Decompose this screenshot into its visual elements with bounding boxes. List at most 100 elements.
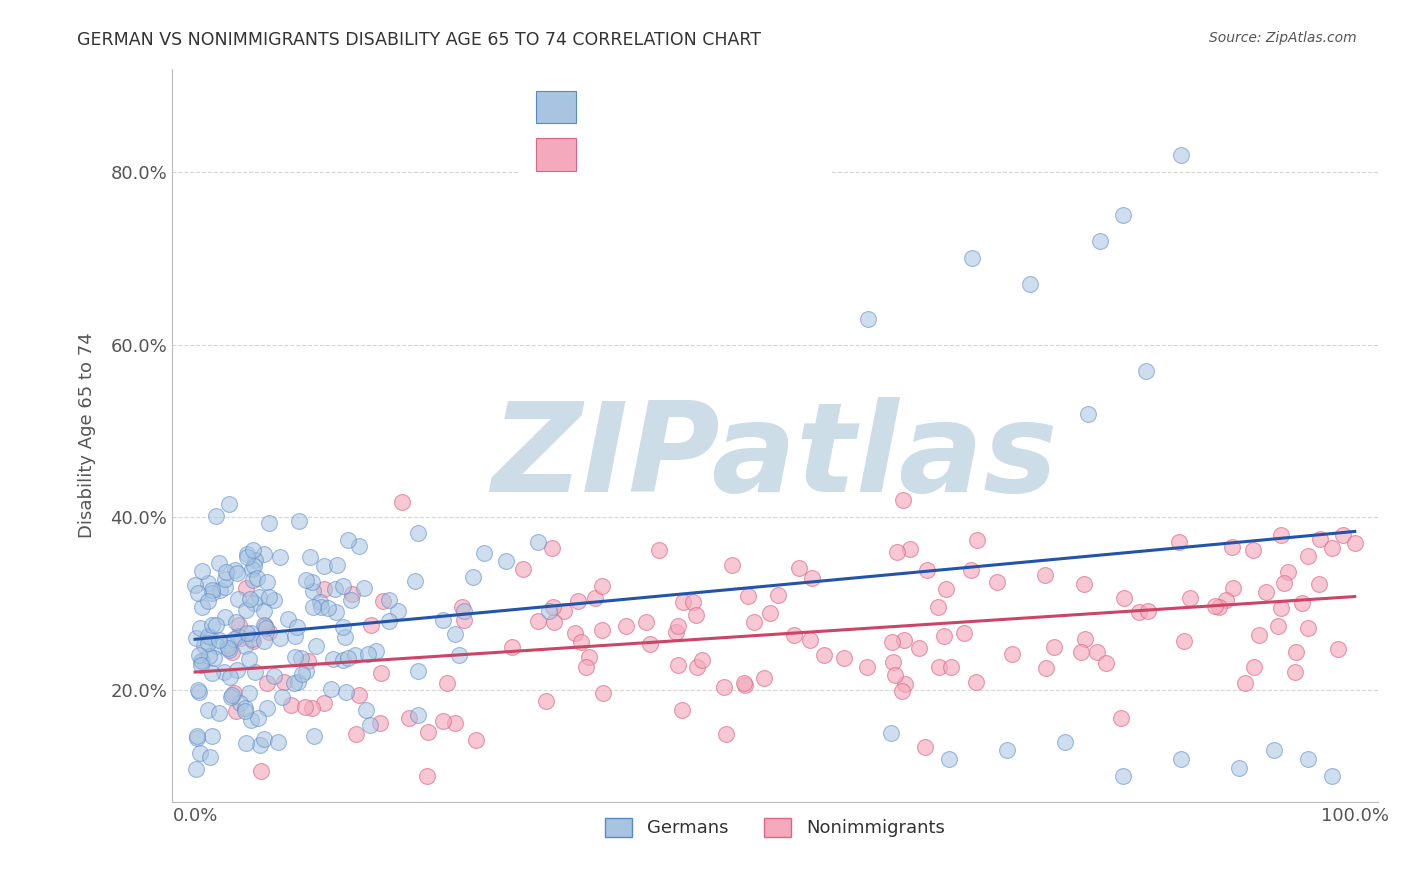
Point	[1309, 532, 1331, 546]
Point	[239, 714, 262, 728]
Point	[682, 595, 704, 609]
Point	[197, 636, 219, 650]
Point	[359, 718, 381, 732]
Point	[1053, 735, 1076, 749]
Point	[197, 629, 219, 643]
Point	[354, 703, 377, 717]
Point	[312, 558, 335, 573]
Point	[226, 663, 249, 677]
Point	[690, 652, 713, 666]
Point	[217, 640, 239, 655]
Point	[197, 703, 219, 717]
Point	[257, 516, 280, 531]
Point	[1308, 576, 1330, 591]
Point	[280, 698, 302, 713]
Point	[271, 690, 294, 705]
Point	[935, 582, 957, 596]
Point	[190, 653, 212, 667]
Point	[188, 747, 211, 761]
Point	[1320, 541, 1343, 555]
Point	[253, 618, 276, 632]
Point	[240, 626, 263, 640]
Point	[364, 644, 387, 658]
Point	[184, 762, 207, 776]
Point	[298, 549, 321, 564]
Point	[214, 610, 236, 624]
Text: 0.336: 0.336	[634, 145, 688, 163]
Point	[789, 561, 811, 575]
Point	[583, 591, 606, 605]
Point	[917, 563, 939, 577]
Point	[325, 558, 347, 573]
Point	[534, 694, 557, 708]
Point	[340, 587, 363, 601]
Point	[541, 599, 564, 614]
Point	[246, 711, 269, 725]
Point	[953, 626, 976, 640]
Point	[225, 704, 247, 718]
Point	[218, 497, 240, 511]
Point	[1178, 591, 1201, 605]
Point	[986, 575, 1008, 590]
Point	[242, 543, 264, 558]
Point	[240, 562, 263, 576]
Point	[671, 595, 693, 609]
Point	[186, 731, 208, 745]
Point	[754, 671, 776, 685]
Point	[501, 640, 523, 654]
Point	[332, 653, 354, 667]
Point	[332, 620, 354, 634]
Point	[934, 629, 956, 643]
Point	[238, 686, 260, 700]
Point	[444, 715, 467, 730]
Point	[233, 639, 256, 653]
Point	[184, 578, 207, 592]
Point	[638, 637, 661, 651]
Point	[246, 571, 269, 585]
Text: ZIPatlas: ZIPatlas	[492, 397, 1059, 518]
Text: 174: 174	[749, 97, 785, 117]
Point	[543, 615, 565, 629]
Point	[1114, 591, 1136, 605]
Point	[198, 750, 221, 764]
Point	[197, 648, 219, 663]
Point	[1095, 656, 1118, 670]
Point	[215, 638, 238, 652]
Point	[1233, 676, 1256, 690]
Point	[215, 565, 238, 579]
Point	[1285, 645, 1308, 659]
Point	[1077, 407, 1099, 421]
Point	[332, 579, 354, 593]
Point	[291, 667, 314, 681]
Point	[404, 574, 426, 589]
Point	[495, 554, 517, 568]
Point	[378, 592, 401, 607]
Point	[553, 604, 575, 618]
Point	[1168, 535, 1191, 549]
Point	[253, 547, 276, 561]
Point	[221, 688, 243, 702]
Point	[416, 725, 439, 739]
Point	[370, 665, 392, 680]
Point	[197, 593, 219, 607]
Point	[214, 572, 236, 586]
Y-axis label: Disability Age 65 to 74: Disability Age 65 to 74	[79, 333, 96, 538]
Point	[856, 311, 879, 326]
Point	[398, 711, 420, 725]
Point	[927, 600, 949, 615]
Point	[1088, 234, 1111, 248]
Point	[834, 651, 856, 665]
Point	[1247, 628, 1270, 642]
Point	[235, 547, 257, 561]
Point	[290, 650, 312, 665]
Point	[294, 573, 316, 587]
Point	[253, 732, 276, 747]
Point	[353, 581, 375, 595]
Point	[671, 702, 693, 716]
Point	[1298, 549, 1320, 564]
Point	[1227, 761, 1250, 775]
Point	[436, 675, 458, 690]
Bar	[536, 137, 576, 170]
Point	[225, 615, 247, 630]
Point	[893, 677, 915, 691]
